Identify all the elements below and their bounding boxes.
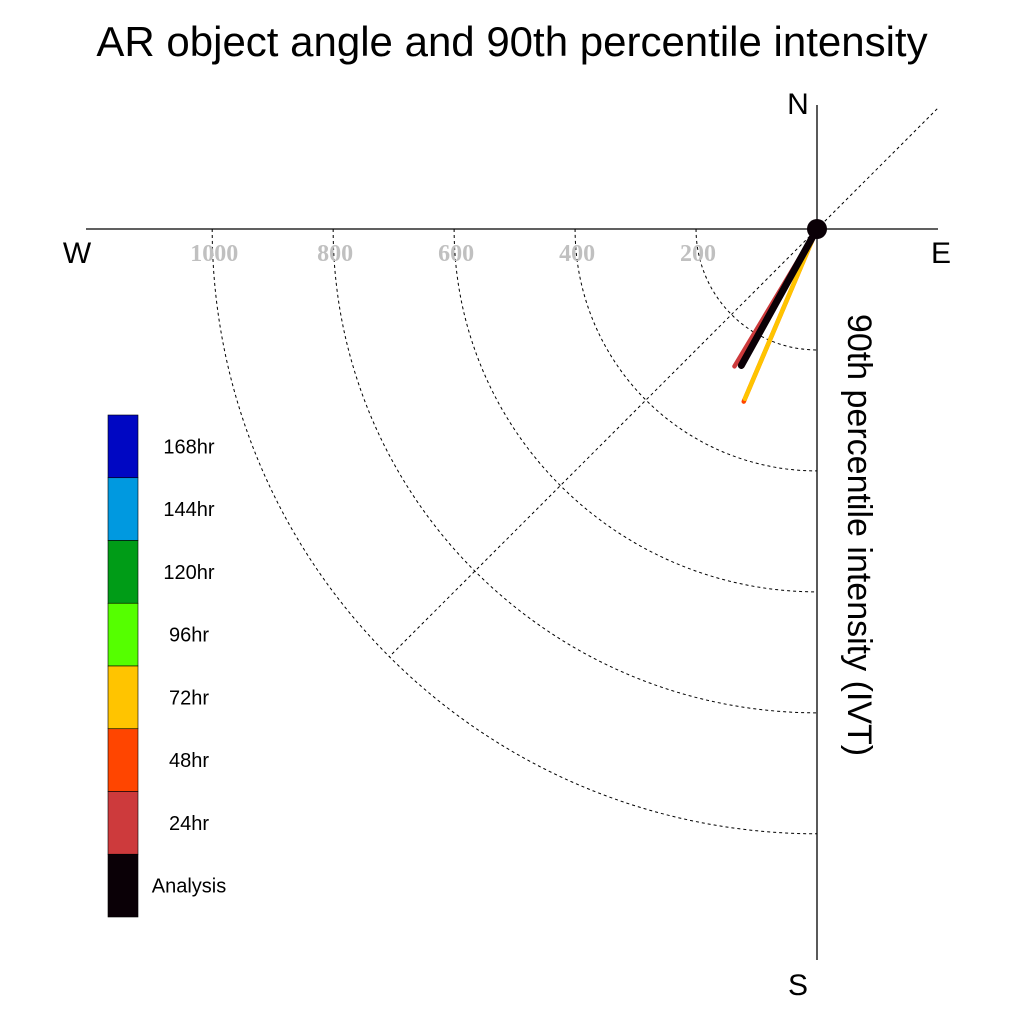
legend-label: 24hr <box>169 813 209 835</box>
series-vector-analysis <box>737 225 821 369</box>
compass-south-label: S <box>788 969 808 1002</box>
legend-swatch <box>107 414 139 479</box>
legend-label: Analysis <box>152 876 226 898</box>
intensity-ring <box>574 228 818 472</box>
legend-swatch <box>107 665 139 730</box>
ring-tick-label: 600 <box>438 241 474 267</box>
legend-swatch <box>107 477 139 541</box>
legend-label: 72hr <box>169 687 209 709</box>
ring-tick-label: 200 <box>680 241 716 267</box>
ring-labels: 200 400 600 800 1000 <box>190 241 716 267</box>
legend-label: 48hr <box>169 750 209 772</box>
origin-marker <box>807 219 827 239</box>
legend-swatch <box>107 728 139 792</box>
origin-marker-group <box>807 219 827 239</box>
intensity-ring <box>695 228 818 351</box>
ring-tick-label: 800 <box>317 241 353 267</box>
compass-west-label: W <box>63 237 92 270</box>
series-vectors <box>732 225 821 404</box>
compass-north-label: N <box>787 88 809 121</box>
legend-label: 96hr <box>169 625 209 647</box>
chart-title: AR object angle and 90th percentile inte… <box>96 18 927 65</box>
y-axis-label: 90th percentile intensity (IVT) <box>840 314 878 756</box>
legend-label: 144hr <box>163 499 214 521</box>
legend-swatch <box>107 540 139 604</box>
compass-east-label: E <box>931 237 951 270</box>
intensity-ring <box>332 228 818 714</box>
legend-swatch <box>107 791 139 855</box>
legend-swatch <box>107 853 139 918</box>
legend-label: 120hr <box>163 562 214 584</box>
legend-swatch <box>107 602 139 667</box>
ring-tick-label: 1000 <box>190 241 238 267</box>
ring-tick-label: 400 <box>559 241 595 267</box>
legend: 168hr 144hr 120hr 96hr 72hr 48hr 24hr Analysis <box>107 414 226 918</box>
legend-label: 168hr <box>163 436 214 458</box>
intensity-ring <box>453 228 818 593</box>
